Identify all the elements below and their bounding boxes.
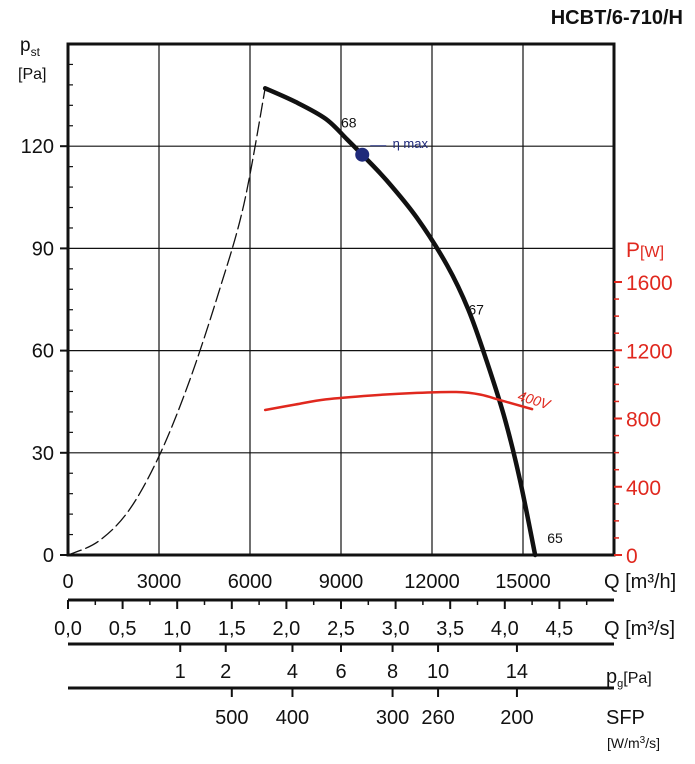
x-axis-label: Q [m³/h] [604,571,676,593]
y2-tick-label: 1600 [626,272,673,295]
scale-pg-label: 4 [287,661,298,683]
annotations: 68 η max 67 65 400V [341,114,563,546]
y-axis-label: pst [20,35,41,59]
x-tick-label: 6000 [228,571,273,593]
scale-q-label: 0,0 [54,618,82,640]
annotation-label: η max [393,136,429,151]
scale-q-label: 2,5 [327,618,355,640]
scale-sfp-label: 500 [215,707,248,729]
series-pressure [262,86,538,558]
series [67,86,538,558]
y-tick-label: 30 [32,443,54,465]
scale-pg-label: 6 [335,661,346,683]
x-tick-label: 12000 [404,571,460,593]
scale-q-label: 1,0 [163,618,191,640]
chart-title: HCBT/6-710/H [551,7,683,29]
scale-pg-label: 10 [427,661,449,683]
scale-q-label: 3,0 [382,618,410,640]
x-tick-label: 0 [62,571,73,593]
secondary-scales: 0,0 0,5 1,0 1,5 2,0 2,5 3,0 3,5 4,0 4,5 Q [m³/s] 1 2… [54,598,675,751]
y2-axis-label: P[W] [626,239,664,262]
scale-q-label: 4,5 [545,618,573,640]
y-tick-label: 90 [32,238,54,260]
x-tick-label: 9000 [319,571,364,593]
y2-tick-label: 800 [626,409,661,432]
y2-ticks: 0 400 800 1200 1600 [614,272,673,568]
annotation-label: 400V [516,387,554,412]
series-system-curve [67,87,266,556]
scale-q-label: 2,0 [272,618,300,640]
y2-tick-label: 1200 [626,340,673,363]
y-tick-label: 120 [21,136,54,158]
scale-sfp-name: SFP [606,707,645,729]
x-tick-label: 15000 [495,571,551,593]
y-tick-label: 60 [32,341,54,363]
series-power-400V [263,390,534,412]
scale-pg-name: pg[Pa] [606,666,652,690]
annotation-label: 67 [468,302,484,318]
x-ticks: 0 3000 6000 9000 12000 15000 Q [m³/h] [62,571,676,593]
scale-sfp-label: 260 [421,707,454,729]
y-axis-unit: [Pa] [18,66,46,83]
scale-q-name: Q [m³/s] [604,618,675,640]
annotation-label: 68 [341,114,357,130]
y-ticks: 0 30 60 90 120 [21,136,68,567]
scale-pg-label: 2 [220,661,231,683]
eta-max-point [355,147,370,162]
scale-q-label: 3,5 [436,618,464,640]
y-tick-label: 0 [43,545,54,567]
scale-q-label: 4,0 [491,618,519,640]
scale-sfp-unit: [W/m3/s] [607,735,660,751]
scale-sfp-label: 200 [500,707,533,729]
y2-tick-label: 400 [626,477,661,500]
y2-tick-label: 0 [626,545,638,568]
scale-q-label: 0,5 [109,618,137,640]
x-tick-label: 3000 [137,571,182,593]
scale-pg-label: 1 [175,661,186,683]
scale-pg-label: 8 [387,661,398,683]
scale-pg-label: 14 [506,661,528,683]
grid [68,44,614,555]
scale-sfp-label: 300 [376,707,409,729]
scale-q-label: 1,5 [218,618,246,640]
annotation-label: 65 [547,530,563,546]
scale-sfp-label: 400 [276,707,309,729]
